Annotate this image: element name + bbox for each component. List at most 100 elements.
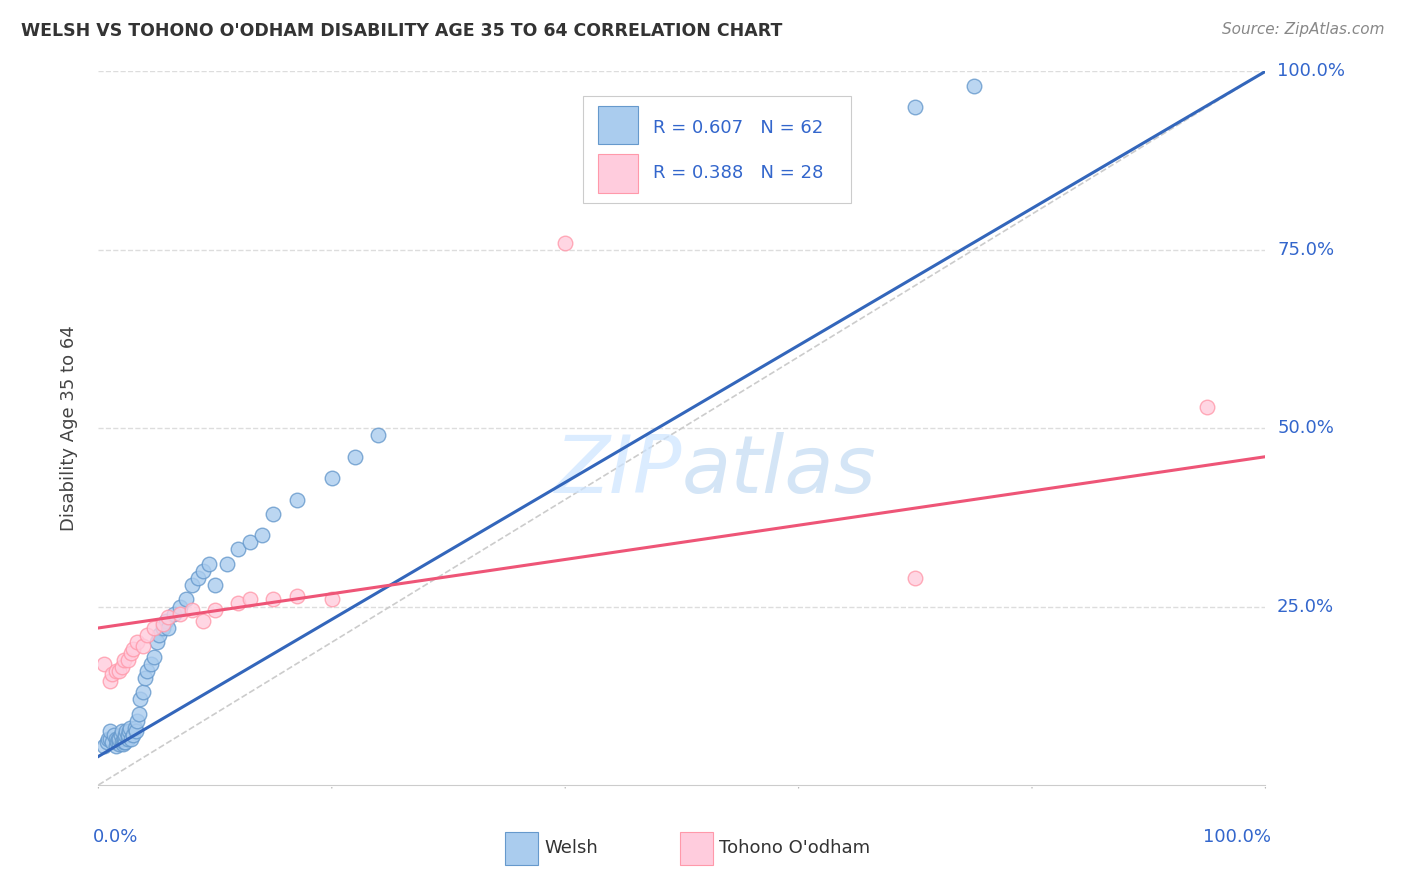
Point — [152, 621, 174, 635]
Point — [155, 614, 177, 628]
Point — [215, 557, 238, 571]
Point — [180, 603, 202, 617]
FancyBboxPatch shape — [505, 832, 538, 865]
Point — [115, 724, 138, 739]
Text: 100.0%: 100.0% — [1277, 62, 1346, 80]
Point — [97, 731, 120, 746]
Point — [108, 664, 131, 678]
Point — [96, 735, 118, 749]
Point — [228, 596, 250, 610]
Text: atlas: atlas — [682, 432, 877, 510]
Point — [367, 428, 389, 442]
Point — [129, 692, 152, 706]
Point — [117, 728, 139, 742]
Text: Welsh: Welsh — [544, 839, 598, 857]
Point — [128, 706, 150, 721]
Point — [101, 667, 124, 681]
Text: Source: ZipAtlas.com: Source: ZipAtlas.com — [1222, 22, 1385, 37]
Point — [136, 628, 159, 642]
Text: R = 0.388   N = 28: R = 0.388 N = 28 — [652, 164, 823, 182]
Point — [143, 649, 166, 664]
Point — [198, 557, 221, 571]
Point — [120, 646, 142, 660]
Point — [104, 664, 127, 678]
Point — [117, 731, 139, 746]
Point — [204, 603, 226, 617]
Point — [136, 664, 159, 678]
Point — [228, 542, 250, 557]
Point — [344, 450, 367, 464]
Point — [108, 731, 131, 746]
Point — [962, 78, 984, 93]
Point — [132, 685, 155, 699]
Text: 25.0%: 25.0% — [1277, 598, 1334, 615]
FancyBboxPatch shape — [598, 154, 637, 193]
Text: WELSH VS TOHONO O'ODHAM DISABILITY AGE 35 TO 64 CORRELATION CHART: WELSH VS TOHONO O'ODHAM DISABILITY AGE 3… — [21, 22, 783, 40]
Point — [193, 614, 215, 628]
Point — [187, 571, 209, 585]
Point — [122, 728, 145, 742]
Point — [103, 728, 125, 742]
Point — [124, 721, 146, 735]
Point — [146, 635, 169, 649]
Point — [132, 639, 155, 653]
FancyBboxPatch shape — [582, 96, 851, 203]
Point — [554, 235, 576, 250]
Point — [112, 653, 135, 667]
Point — [98, 674, 121, 689]
Text: Tohono O'odham: Tohono O'odham — [720, 839, 870, 857]
Point — [111, 735, 134, 749]
Point — [112, 735, 135, 749]
Point — [157, 621, 180, 635]
Text: R = 0.607   N = 62: R = 0.607 N = 62 — [652, 120, 823, 137]
Point — [134, 671, 156, 685]
Point — [180, 578, 202, 592]
Text: 0.0%: 0.0% — [93, 828, 138, 846]
Point — [114, 735, 136, 749]
Point — [108, 737, 131, 751]
Point — [98, 731, 121, 746]
Point — [101, 735, 124, 749]
Point — [285, 492, 308, 507]
Point — [1195, 400, 1218, 414]
Text: ZIP: ZIP — [554, 432, 682, 510]
Point — [125, 635, 148, 649]
Point — [93, 739, 115, 753]
Point — [321, 592, 343, 607]
Point — [120, 731, 142, 746]
Text: 50.0%: 50.0% — [1277, 419, 1334, 437]
Point — [114, 728, 136, 742]
Point — [157, 610, 180, 624]
Point — [169, 599, 191, 614]
Point — [163, 607, 186, 621]
Point — [111, 660, 134, 674]
Point — [111, 724, 134, 739]
Point — [250, 528, 273, 542]
Point — [143, 621, 166, 635]
Point — [148, 628, 170, 642]
Text: 100.0%: 100.0% — [1204, 828, 1271, 846]
Point — [104, 731, 127, 746]
Point — [169, 607, 191, 621]
Point — [125, 724, 148, 739]
Point — [239, 592, 262, 607]
Point — [204, 578, 226, 592]
Point — [125, 714, 148, 728]
Point — [122, 642, 145, 657]
Point — [118, 721, 141, 735]
Point — [321, 471, 343, 485]
Text: 75.0%: 75.0% — [1277, 241, 1334, 259]
Point — [112, 731, 135, 746]
Point — [904, 571, 927, 585]
Point — [117, 653, 139, 667]
Point — [262, 592, 284, 607]
Point — [139, 657, 162, 671]
Point — [110, 728, 132, 742]
Point — [285, 589, 308, 603]
Y-axis label: Disability Age 35 to 64: Disability Age 35 to 64 — [59, 326, 77, 531]
Point — [904, 100, 927, 114]
FancyBboxPatch shape — [598, 105, 637, 145]
Point — [152, 617, 174, 632]
Point — [193, 564, 215, 578]
Point — [107, 731, 129, 746]
